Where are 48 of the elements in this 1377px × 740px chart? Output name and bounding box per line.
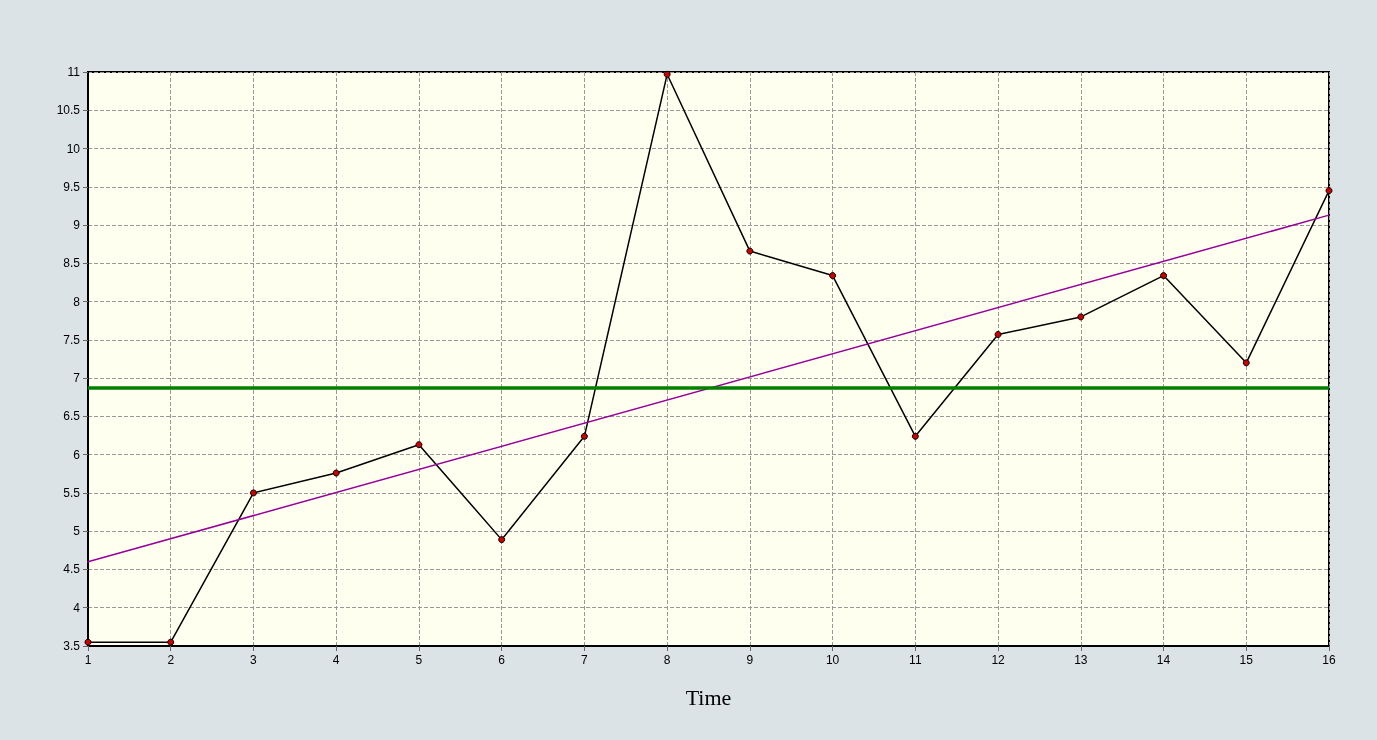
point bbox=[1242, 359, 1250, 367]
y-tick-label: 6 bbox=[73, 447, 81, 462]
y-tick-label: 3.5 bbox=[63, 639, 81, 653]
y-tick-label: 8.5 bbox=[63, 256, 81, 271]
x-axis-title: Time bbox=[685, 684, 732, 710]
y-tick-label: 9.5 bbox=[63, 179, 81, 194]
point bbox=[498, 536, 506, 544]
point bbox=[1077, 313, 1085, 321]
x-tick-label: 1 bbox=[84, 653, 92, 667]
x-tick-label: 8 bbox=[663, 653, 671, 667]
y-tick-label: 6.5 bbox=[63, 409, 81, 424]
point bbox=[332, 469, 340, 477]
point bbox=[167, 638, 175, 646]
x-tick-label: 6 bbox=[498, 653, 506, 667]
x-tick-label: 12 bbox=[991, 653, 1006, 667]
point bbox=[1325, 187, 1333, 195]
x-tick-label: 13 bbox=[1074, 653, 1088, 667]
y-tick-label: 4 bbox=[73, 600, 81, 615]
y-tick-label: 10.5 bbox=[56, 103, 81, 118]
x-tick-label: 14 bbox=[1156, 653, 1171, 667]
x-tick-label: 7 bbox=[581, 653, 589, 667]
x-tick-label: 16 bbox=[1322, 653, 1336, 667]
x-tick-label: 4 bbox=[332, 653, 340, 667]
point bbox=[249, 489, 257, 497]
y-tick-label: 7.5 bbox=[63, 332, 81, 347]
x-tick-label: 9 bbox=[746, 653, 754, 667]
point bbox=[415, 441, 423, 449]
x-tick-label: 2 bbox=[167, 653, 175, 667]
point bbox=[911, 432, 919, 440]
x-tick-label: 3 bbox=[250, 653, 258, 667]
y-tick-label: 9 bbox=[73, 218, 81, 233]
y-tick-label: 8 bbox=[73, 294, 81, 309]
point bbox=[1160, 272, 1168, 280]
x-tick-label: 11 bbox=[909, 653, 922, 667]
y-tick-label: 11 bbox=[67, 65, 81, 79]
point bbox=[580, 432, 588, 440]
y-tick-label: 5 bbox=[73, 524, 81, 539]
point bbox=[663, 70, 671, 78]
x-tick-label: 10 bbox=[825, 653, 840, 667]
x-tick-label: 15 bbox=[1239, 653, 1254, 667]
point bbox=[746, 247, 754, 255]
x-tick-label: 5 bbox=[415, 653, 423, 667]
y-tick-label: 5.5 bbox=[63, 485, 81, 500]
point bbox=[829, 272, 837, 280]
y-tick-label: 4.5 bbox=[63, 562, 81, 577]
y-tick-label: 10 bbox=[66, 141, 81, 156]
y-tick-label: 7 bbox=[73, 371, 81, 386]
point bbox=[994, 331, 1002, 339]
